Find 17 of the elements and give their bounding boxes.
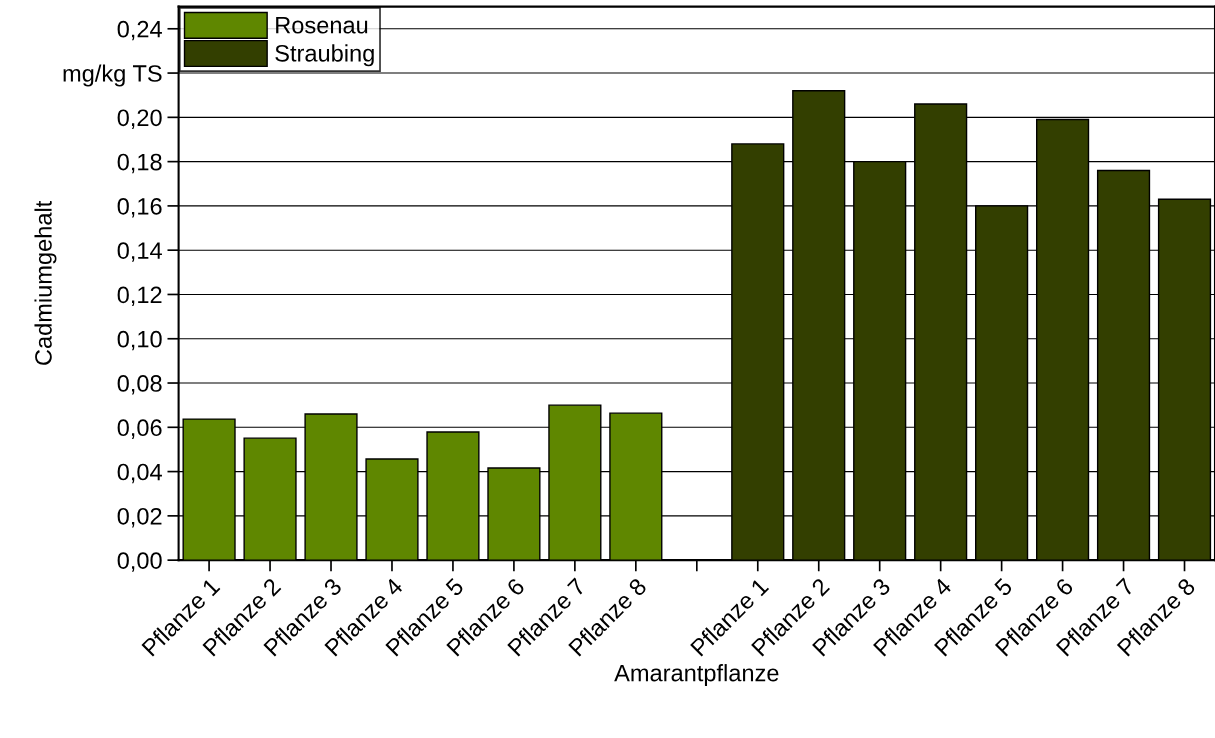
y-tick-label: 0,18: [117, 153, 162, 174]
y-tick-label: 0,10: [117, 330, 162, 351]
legend-label: Straubing: [275, 44, 374, 67]
y-tick-label: 0,08: [117, 375, 162, 395]
y-tick-label: 0,14: [117, 242, 162, 262]
y-tick-label: mg/kg TS: [63, 64, 162, 87]
y-tick-label: 0,20: [117, 109, 162, 129]
legend-label: Rosenau: [276, 17, 368, 34]
y-tick-label: 0,04: [117, 463, 162, 484]
y-tick-label: 0,02: [117, 507, 162, 528]
y-tick-label: 0,16: [117, 197, 162, 218]
y-axis-title: Cadmiumgehalt: [34, 200, 57, 365]
y-tick-label: 0,12: [117, 286, 162, 307]
y-tick-label: 0,24: [117, 20, 162, 41]
y-tick-label: 0,06: [117, 419, 162, 439]
y-tick-label: 0,00: [117, 552, 162, 572]
x-axis-title: Amarantpflanze: [614, 664, 779, 687]
